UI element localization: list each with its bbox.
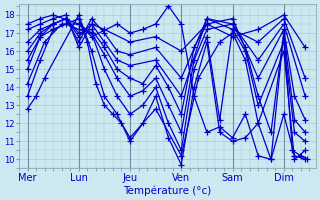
X-axis label: Température (°c): Température (°c) (123, 185, 212, 196)
